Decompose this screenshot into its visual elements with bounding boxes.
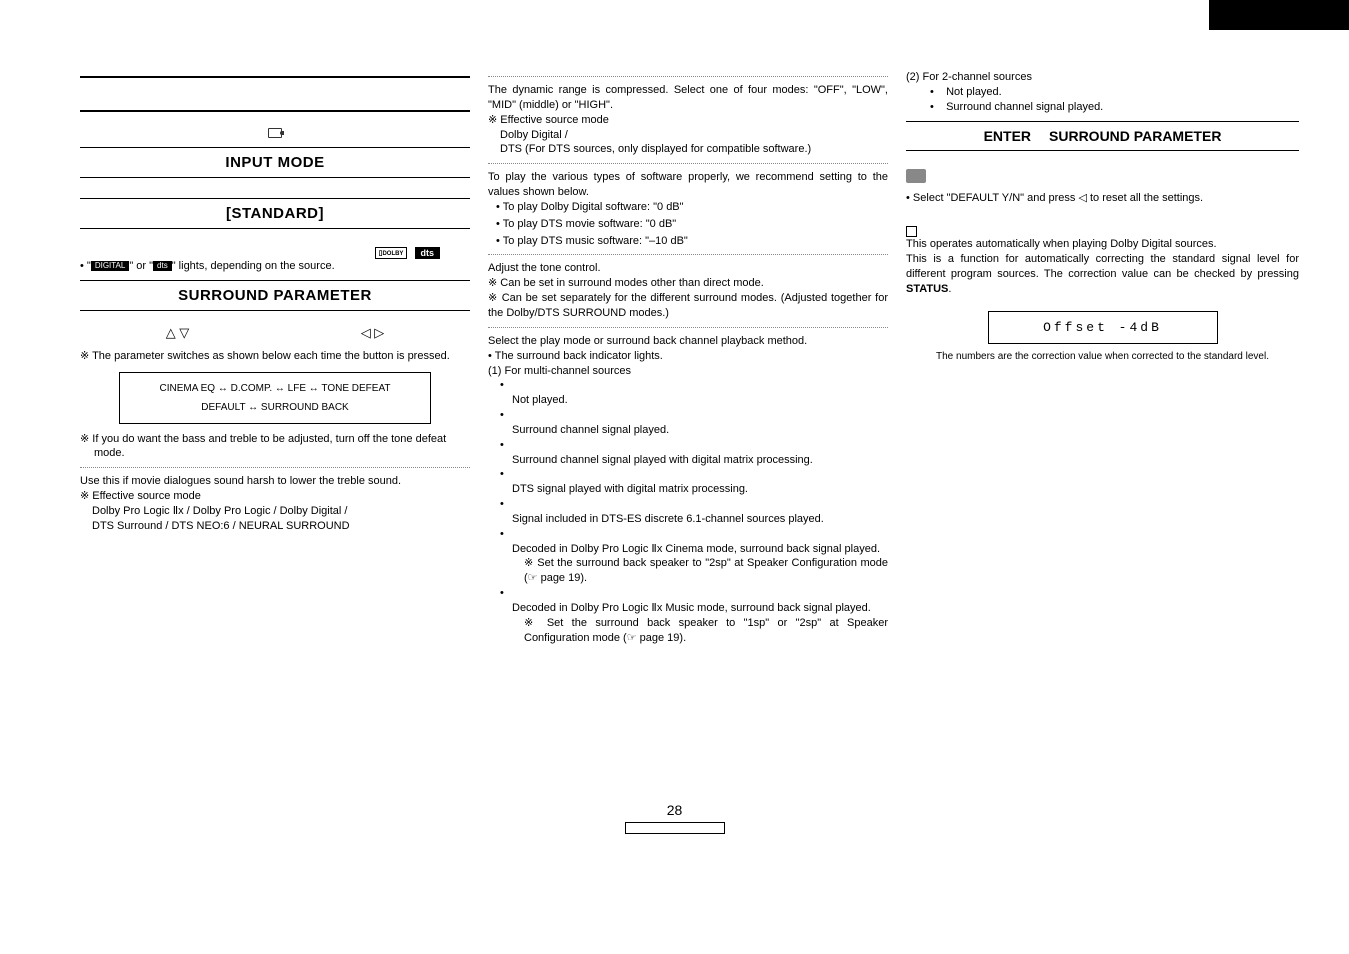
dts-badge: dts xyxy=(415,247,441,259)
label-input-mode: INPUT MODE xyxy=(80,154,470,171)
divider xyxy=(80,310,470,311)
divider xyxy=(906,121,1299,122)
sb-item-3: Surround channel signal played with digi… xyxy=(500,453,888,468)
flow-top: CINEMA EQ ↔ D.COMP. ↔ LFE ↔ TONE DEFEAT xyxy=(130,379,420,398)
sb-item-1: Not played. xyxy=(500,393,888,408)
divider xyxy=(80,76,470,78)
sb-indicator: • The surround back indicator lights. xyxy=(488,349,888,364)
status-label: STATUS xyxy=(906,283,948,295)
dcomp-body: The dynamic range is compressed. Select … xyxy=(488,83,888,113)
effective-source-label: ※ Effective source mode xyxy=(80,489,470,504)
dcomp-eff-label: ※ Effective source mode xyxy=(488,113,888,128)
lcd-display: Offset -4dB xyxy=(988,311,1218,344)
page-footer: 28 xyxy=(0,802,1349,834)
divider xyxy=(80,467,470,468)
label-standard: [STANDARD] xyxy=(80,205,470,222)
bass-treble-note: ※ If you do want the bass and treble to … xyxy=(80,432,470,462)
sb-item-7-note: ※ Set the surround back speaker to "1sp"… xyxy=(500,616,888,646)
sb-list: • Not played. • Surround channel signal … xyxy=(488,378,888,645)
default-note: • Select "DEFAULT Y/N" and press ◁ to re… xyxy=(906,191,1299,206)
lfe-bullet-1: To play Dolby Digital software: "0 dB" xyxy=(496,200,888,215)
column-2: The dynamic range is compressed. Select … xyxy=(488,70,888,646)
column-3: (2) For 2-channel sources • Not played. … xyxy=(906,70,1299,646)
page-number: 28 xyxy=(0,802,1349,818)
dcomp-modes-1: Dolby Digital / xyxy=(488,128,888,143)
sb-body: Select the play mode or surround back ch… xyxy=(488,334,888,349)
effective-modes-2: DTS Surround / DTS NEO:6 / NEURAL SURROU… xyxy=(80,519,470,534)
lfe-bullets: To play Dolby Digital software: "0 dB" T… xyxy=(488,200,888,249)
flow-bottom: DEFAULT ↔ SURROUND BACK xyxy=(130,398,420,417)
tone-note-2: ※ Can be set separately for the differen… xyxy=(488,291,888,321)
divider xyxy=(488,163,888,164)
sb2-item-1: • Not played. xyxy=(930,85,1299,100)
divider xyxy=(488,254,888,255)
hand-icon xyxy=(268,128,282,138)
label-surround-parameter: SURROUND PARAMETER xyxy=(80,287,470,304)
footer-box xyxy=(625,822,725,834)
arrow-row: △ ▽ ◁ ▷ xyxy=(80,325,470,341)
tone-note-1: ※ Can be set in surround modes other tha… xyxy=(488,276,888,291)
sb-item-5: Signal included in DTS-ES discrete 6.1-c… xyxy=(500,512,888,527)
hand-note-row xyxy=(80,126,470,141)
enter-label: ENTER xyxy=(984,128,1031,144)
dn-body-2: This is a function for automatically cor… xyxy=(906,252,1299,297)
divider xyxy=(80,198,470,199)
pencil-icon xyxy=(906,169,926,183)
dts-mini-badge: dts xyxy=(153,261,172,272)
dolby-badge: ▯DOLBY xyxy=(375,247,408,259)
enter-row: ENTER SURROUND PARAMETER xyxy=(906,128,1299,144)
lfe-intro: To play the various types of software pr… xyxy=(488,170,888,200)
lfe-bullet-2: To play DTS movie software: "0 dB" xyxy=(496,217,888,232)
lfe-bullet-3: To play DTS music software: "–10 dB" xyxy=(496,234,888,249)
divider xyxy=(80,110,470,112)
divider xyxy=(488,327,888,328)
sb-item-6-note: ※ Set the surround back speaker to "2sp"… xyxy=(500,556,888,586)
sb-h2: (2) For 2-channel sources xyxy=(906,70,1299,85)
dolby-dts-icons: ▯DOLBY dts xyxy=(80,247,470,259)
divider xyxy=(80,228,470,229)
cinema-eq-body: Use this if movie dialogues sound harsh … xyxy=(80,474,470,489)
section-tab xyxy=(1209,0,1349,30)
divider xyxy=(488,76,888,77)
lcd-caption: The numbers are the correction value whe… xyxy=(906,350,1299,364)
dn-body-1: This operates automatically when playing… xyxy=(906,237,1299,252)
column-1: INPUT MODE [STANDARD] ▯DOLBY dts • "DIGI… xyxy=(80,70,470,646)
sb-item-6: Decoded in Dolby Pro Logic Ⅱx Cinema mod… xyxy=(500,542,888,557)
updown-triangles: △ ▽ xyxy=(166,325,190,341)
dd-mini-badge: DIGITAL xyxy=(91,261,130,272)
dcomp-modes-2: DTS (For DTS sources, only displayed for… xyxy=(488,142,888,157)
surround-parameter-label: SURROUND PARAMETER xyxy=(1049,128,1221,144)
sb-item-4: DTS signal played with digital matrix pr… xyxy=(500,482,888,497)
tone-body: Adjust the tone control. xyxy=(488,261,888,276)
parameter-flow-diagram: CINEMA EQ ↔ D.COMP. ↔ LFE ↔ TONE DEFEAT … xyxy=(119,372,431,424)
divider xyxy=(80,280,470,281)
effective-modes-1: Dolby Pro Logic Ⅱx / Dolby Pro Logic / D… xyxy=(80,504,470,519)
sb2-item-2: • Surround channel signal played. xyxy=(930,100,1299,115)
leftright-triangles: ◁ ▷ xyxy=(361,325,385,341)
sb-item-7: Decoded in Dolby Pro Logic Ⅱx Music mode… xyxy=(500,601,888,616)
digital-lights-line: • "DIGITAL" or "dts" lights, depending o… xyxy=(80,259,470,274)
sb2-list: • Not played. • Surround channel signal … xyxy=(906,85,1299,115)
sb-h1: (1) For multi-channel sources xyxy=(488,364,888,379)
square-icon xyxy=(906,226,917,237)
divider xyxy=(906,150,1299,151)
sb-item-2: Surround channel signal played. xyxy=(500,423,888,438)
param-switch-note: ※ The parameter switches as shown below … xyxy=(80,349,470,364)
divider xyxy=(80,177,470,178)
divider xyxy=(80,147,470,148)
